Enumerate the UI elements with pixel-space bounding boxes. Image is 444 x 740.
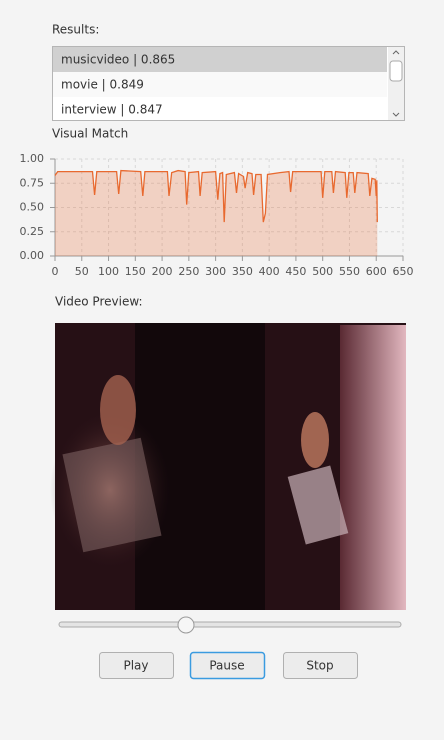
x-tick-label: 650 [393, 265, 414, 278]
button-label[interactable]: Play [123, 659, 148, 673]
result-item[interactable]: musicvideo | 0.865 [61, 53, 175, 67]
x-tick-label: 150 [125, 265, 146, 278]
x-tick-label: 200 [152, 265, 173, 278]
x-tick-label: 550 [339, 265, 360, 278]
y-tick-label: 0.25 [20, 225, 45, 238]
x-tick-label: 100 [98, 265, 119, 278]
button[interactable]: Play [99, 652, 174, 679]
preview-label: Video Preview: [55, 295, 143, 309]
y-tick-label: 0.50 [20, 201, 45, 214]
y-tick-label: 0.00 [20, 249, 45, 262]
button-label[interactable]: Stop [306, 659, 333, 673]
y-tick-label: 1.00 [20, 152, 45, 165]
button-label[interactable]: Pause [209, 659, 244, 673]
results-label: Results: [52, 23, 99, 37]
seek-slider[interactable] [58, 616, 402, 634]
video-preview [50, 323, 406, 610]
button[interactable]: Stop [283, 652, 358, 679]
y-tick-label: 0.75 [20, 176, 45, 189]
result-item[interactable]: interview | 0.847 [61, 103, 163, 117]
x-tick-label: 600 [366, 265, 387, 278]
x-tick-label: 350 [232, 265, 253, 278]
chart-title: Visual Match [52, 127, 128, 141]
x-tick-label: 300 [205, 265, 226, 278]
result-item[interactable]: movie | 0.849 [61, 78, 144, 92]
area-line [54, 169, 378, 223]
x-tick-label: 250 [178, 265, 199, 278]
button-face[interactable] [283, 652, 358, 679]
row[interactable] [53, 72, 387, 97]
selected-row[interactable] [53, 47, 387, 72]
x-tick-label: 500 [312, 265, 333, 278]
button-face[interactable] [99, 652, 174, 679]
button[interactable]: Pause [189, 651, 266, 680]
x-tick-label: 0 [52, 265, 59, 278]
x-tick-label: 400 [259, 265, 280, 278]
area-fill [55, 170, 378, 256]
results-list[interactable] [52, 46, 405, 121]
x-tick-label: 50 [75, 265, 89, 278]
button-face[interactable] [189, 651, 266, 680]
x-tick-label: 450 [285, 265, 306, 278]
